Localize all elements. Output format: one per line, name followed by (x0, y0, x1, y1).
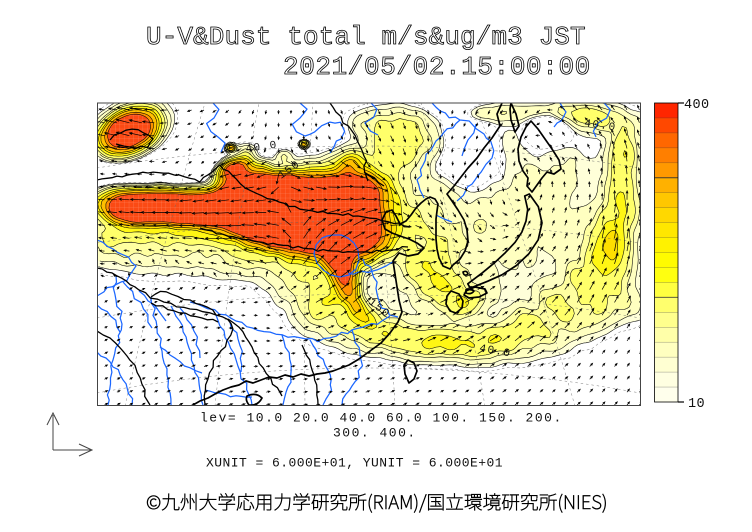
svg-text:2021/05/02.15:00:00: 2021/05/02.15:00:00 (283, 52, 591, 82)
svg-text:10: 10 (688, 397, 705, 412)
svg-text:40.0: 40.0 (478, 343, 512, 360)
svg-text:40.0: 40.0 (583, 118, 617, 134)
svg-text:U-V&Dust total m/s&ug/m3 JST: U-V&Dust total m/s&ug/m3 JST (146, 22, 586, 52)
svg-text:40.0: 40.0 (245, 140, 279, 156)
svg-text:XUNIT = 6.000E+01, YUNIT =: XUNIT = 6.000E+01, YUNIT = 6.000E+01 (206, 456, 503, 471)
svg-text:300. 400.: 300. 400. (333, 426, 417, 441)
svg-text:400: 400 (684, 98, 710, 113)
svg-text:lev= 10.0 20.0 40.0 60.0: lev= 10.0 20.0 40.0 60.0 100. 150. 200. (200, 411, 563, 426)
